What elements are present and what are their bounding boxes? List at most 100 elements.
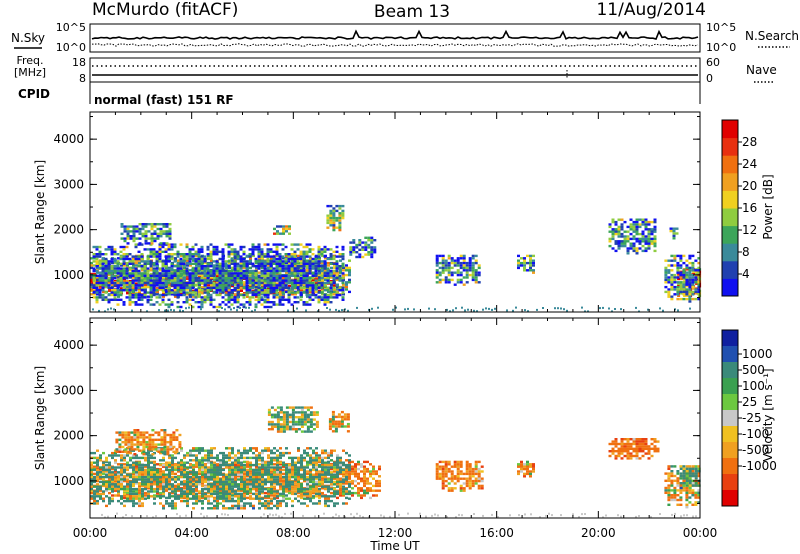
data-cell (93, 485, 96, 488)
data-cell (614, 232, 618, 236)
data-cell (281, 267, 285, 270)
data-cell (161, 262, 165, 265)
data-cell (441, 259, 445, 262)
data-cell (321, 477, 324, 480)
data-cell (647, 223, 651, 226)
data-cell (329, 219, 333, 222)
data-cell (221, 262, 225, 265)
data-cell (93, 478, 96, 481)
data-cell (221, 257, 225, 261)
data-cell (147, 496, 150, 500)
data-cell (182, 284, 186, 287)
data-cell (242, 293, 246, 297)
data-cell (120, 487, 123, 491)
data-cell (341, 281, 345, 285)
data-cell (320, 286, 324, 289)
data-cell (517, 264, 520, 267)
data-cell (378, 465, 381, 468)
data-cell (323, 250, 327, 253)
data-cell (158, 253, 162, 256)
data-cell (116, 284, 120, 287)
power-y-axis-label: Slant Range [km] (33, 160, 47, 264)
data-cell (348, 271, 351, 274)
data-cell (111, 478, 114, 481)
noise-right-tick-bottom: 10^0 (706, 41, 736, 54)
data-cell (120, 287, 123, 290)
data-cell (243, 281, 246, 284)
data-cell (98, 267, 102, 270)
data-cell (614, 228, 618, 231)
data-cell (638, 223, 642, 226)
data-cell (110, 279, 114, 282)
data-cell (164, 265, 168, 268)
data-cell (263, 293, 267, 297)
data-cell (688, 288, 692, 291)
data-cell (213, 276, 216, 279)
data-cell (233, 250, 237, 253)
data-cell (237, 281, 240, 284)
data-cell (266, 305, 270, 309)
data-cell (239, 260, 243, 263)
data-cell (198, 491, 201, 495)
data-cell (372, 465, 375, 468)
data-cell (255, 482, 258, 485)
data-cell (317, 267, 321, 270)
data-cell (93, 465, 96, 468)
data-cell (465, 271, 469, 274)
data-cell (672, 234, 676, 238)
data-cell (318, 269, 321, 272)
data-cell (162, 242, 166, 245)
data-cell (302, 281, 306, 285)
data-cell (638, 218, 642, 221)
data-cell (542, 307, 544, 309)
data-cell (141, 223, 145, 226)
data-cell (290, 262, 294, 265)
data-cell (465, 276, 469, 279)
data-cell (306, 266, 309, 270)
data-cell (185, 245, 189, 249)
data-cell (116, 291, 120, 294)
data-cell (239, 255, 243, 258)
data-cell (150, 482, 153, 485)
data-cell (251, 250, 255, 253)
data-cell (474, 273, 478, 277)
data-cell (670, 273, 674, 277)
data-cell (216, 264, 219, 267)
noise-sky-trace (91, 29, 699, 40)
data-cell (258, 271, 261, 274)
data-cell (453, 261, 457, 265)
data-cell (617, 228, 621, 231)
data-cell (638, 247, 642, 250)
data-cell (251, 265, 255, 268)
data-cell (332, 221, 336, 225)
data-cell (131, 274, 135, 277)
data-cell (314, 286, 318, 289)
data-cell (240, 465, 243, 468)
data-cell (173, 260, 177, 263)
data-cell (308, 277, 312, 280)
data-cell (697, 269, 701, 272)
data-cell (219, 290, 222, 294)
data-cell (96, 502, 99, 505)
data-cell (620, 218, 624, 221)
data-cell (248, 298, 252, 301)
data-cell (305, 260, 309, 263)
data-cell (672, 227, 676, 230)
data-cell (372, 489, 375, 492)
data-cell (299, 243, 303, 246)
data-cell (673, 254, 677, 258)
data-cell (370, 253, 374, 256)
data-cell (263, 301, 267, 304)
data-cell (302, 250, 306, 253)
data-cell (134, 284, 138, 287)
data-cell (174, 288, 177, 291)
data-cell (233, 248, 237, 251)
data-cell (682, 254, 686, 258)
data-cell (123, 496, 126, 500)
data-cell (468, 264, 472, 267)
data-cell (468, 269, 472, 272)
data-cell (240, 287, 243, 290)
data-cell (194, 243, 198, 246)
data-cell (679, 271, 683, 274)
data-cell (321, 278, 324, 282)
